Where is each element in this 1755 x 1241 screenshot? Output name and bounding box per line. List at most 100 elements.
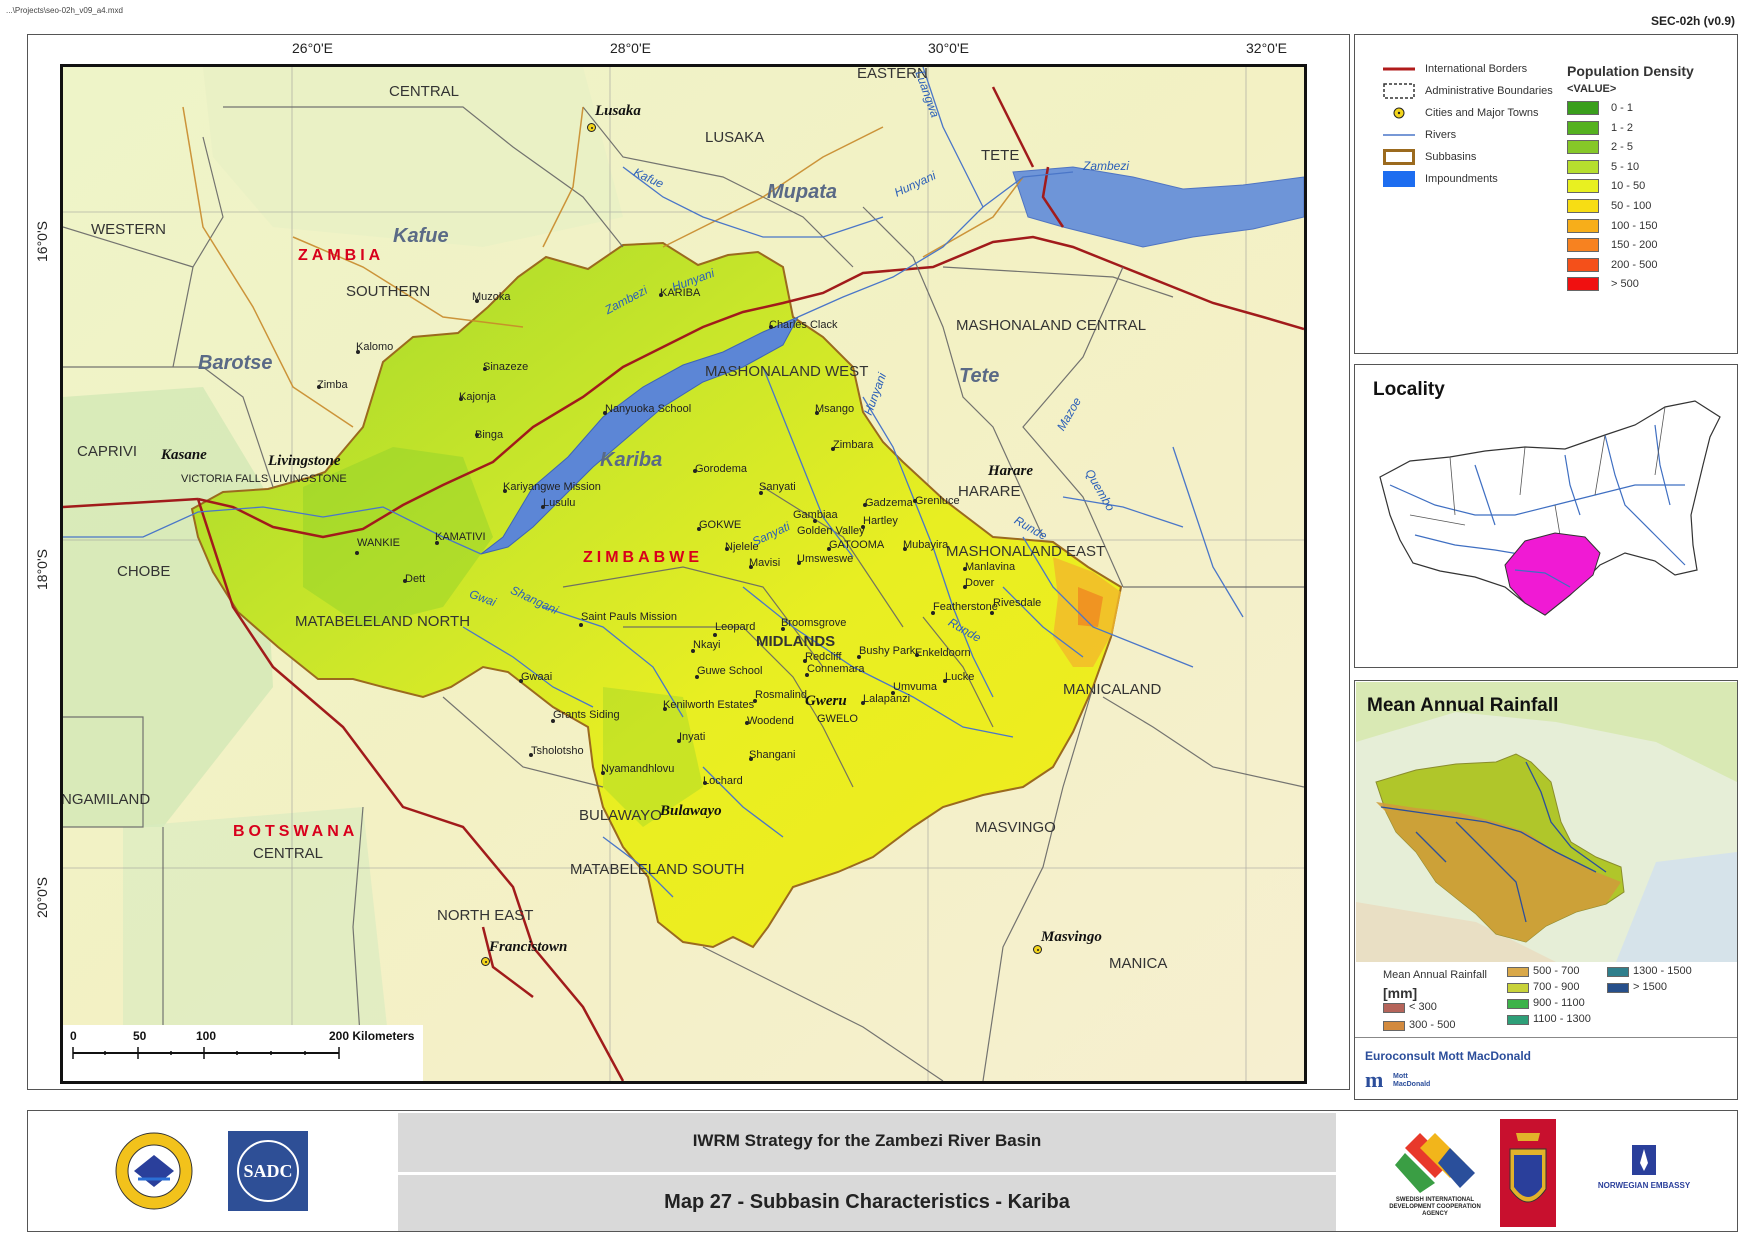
dot-rivesdale <box>990 611 994 615</box>
town-nyamandhlovu: Nyamandhlovu <box>601 763 675 775</box>
scale-label-200: 200 Kilometers <box>329 1029 415 1043</box>
rainfall-legend-unit: [mm] <box>1383 985 1418 1001</box>
population-density-label: 100 - 150 <box>1611 219 1658 232</box>
legend-symbol-towns <box>1393 107 1405 119</box>
town-kariyangwe: Kariyangwe Mission <box>503 481 601 493</box>
dot-msango <box>815 411 819 415</box>
dot-lucke <box>943 679 947 683</box>
region-ngamiland: NGAMILAND <box>61 791 151 808</box>
population-density-title: Population Density <box>1567 63 1694 79</box>
rainfall-swatch <box>1507 1015 1529 1025</box>
town-marker-lusaka <box>587 123 596 132</box>
dot-saint-pauls <box>579 623 583 627</box>
town-charles-clack: Charles Clack <box>769 319 838 331</box>
legend-label-subbasins: Subbasins <box>1425 151 1477 163</box>
rainfall-swatch <box>1607 967 1629 977</box>
dot-lochard <box>703 781 707 785</box>
town-shangani: Shangani <box>749 749 796 761</box>
dot-nkayi <box>691 649 695 653</box>
region-central-zambia: CENTRAL <box>389 83 460 100</box>
sadc-logo: SADC <box>228 1131 308 1211</box>
map-canvas <box>63 67 1304 1081</box>
town-marker-francistown <box>481 957 490 966</box>
population-density-label: 0 - 1 <box>1611 102 1634 114</box>
town-njelele: Njelele <box>725 541 759 553</box>
mott-macdonald-logo: m Mott MacDonald <box>1365 1069 1445 1091</box>
region-mashonaland-central: MASHONALAND CENTRAL <box>956 317 1147 334</box>
dot-grants <box>551 719 555 723</box>
rainfall-divider <box>1355 1037 1737 1038</box>
town-rosmalind: Rosmalind <box>755 689 807 701</box>
legend-symbol-impoundments <box>1383 171 1415 187</box>
population-density-swatch <box>1567 257 1599 272</box>
dot-dett <box>403 579 407 583</box>
rainfall-label: > 1500 <box>1633 981 1667 993</box>
town-redcliff: Redcliff <box>805 651 842 663</box>
legend-label-international-borders: International Borders <box>1425 63 1528 75</box>
town-hartley: Hartley <box>863 515 898 527</box>
rainfall-swatch <box>1507 983 1529 993</box>
river-zambezi-ne: Zambezi <box>1083 159 1130 173</box>
town-gatooma: GATOOMA <box>829 539 885 551</box>
rainfall-label: 900 - 1100 <box>1533 997 1585 1009</box>
rainfall-swatch <box>1607 983 1629 993</box>
dot-guwe <box>695 675 699 679</box>
main-map[interactable]: ZAMBIA ZIMBABWE BOTSWANA Kafue Mupata Ba… <box>60 64 1307 1084</box>
subtitle-band <box>398 1175 1336 1231</box>
region-western: WESTERN <box>91 221 166 238</box>
region-north-east: NORTH EAST <box>437 907 534 924</box>
legend-label-impoundments: Impoundments <box>1425 173 1498 185</box>
rainfall-swatch <box>1507 967 1529 977</box>
town-tsholotsho: Tsholotsho <box>531 745 584 757</box>
population-density-label: 2 - 5 <box>1611 141 1634 154</box>
dot-tsholotsho <box>529 753 533 757</box>
population-density-swatch <box>1567 179 1599 194</box>
region-central-botswana: CENTRAL <box>253 845 324 862</box>
scale-label-50: 50 <box>133 1029 147 1043</box>
scale-label-100: 100 <box>196 1029 217 1043</box>
city-kasane: Kasane <box>161 447 207 463</box>
dot-kenilworth <box>663 707 667 711</box>
locality-map <box>1379 400 1721 616</box>
dot-lusulu <box>541 505 545 509</box>
region-caprivi: CAPRIVI <box>77 443 138 460</box>
region-livingstone: LIVINGSTONE <box>273 473 347 485</box>
region-lusaka: LUSAKA <box>705 129 765 146</box>
locality-panel: Locality <box>1354 364 1738 668</box>
population-density-label: 200 - 500 <box>1611 258 1658 271</box>
population-density-label: 50 - 100 <box>1611 200 1652 212</box>
dot-lalapanzi <box>861 701 865 705</box>
region-eastern: EASTERN <box>857 65 928 82</box>
town-sanyati: Sanyati <box>759 481 796 493</box>
town-gorodema: Gorodema <box>695 463 747 475</box>
region-harare: HARARE <box>958 483 1021 500</box>
town-rivesdale: Rivesdale <box>993 597 1042 609</box>
zra-logo <box>114 1131 194 1211</box>
dot-gadzema <box>863 503 867 507</box>
town-zimba: Zimba <box>317 379 348 391</box>
lon-label-32: 32°0'E <box>1246 40 1287 56</box>
legend-symbol-subbasins <box>1383 149 1415 165</box>
legend-label-rivers: Rivers <box>1425 129 1457 141</box>
dot-zimbara <box>831 447 835 451</box>
town-saint-pauls: Saint Pauls Mission <box>581 611 677 623</box>
town-gambiaa: Gambiaa <box>793 509 838 521</box>
town-muzoka: Muzoka <box>472 291 511 303</box>
dot-umvuma <box>891 691 895 695</box>
town-kalomo: Kalomo <box>356 341 394 353</box>
town-nkayi: Nkayi <box>693 639 721 651</box>
dot-kariba <box>659 293 663 297</box>
population-density-swatch <box>1567 218 1599 233</box>
sadc-logo-text: SADC <box>243 1161 292 1181</box>
region-victoria-falls: VICTORIA FALLS <box>181 473 269 485</box>
region-midlands: MIDLANDS <box>756 633 836 650</box>
town-enkeldoorn: Enkeldoorn <box>915 647 971 659</box>
credit-euroconsult: Euroconsult Mott MacDonald <box>1365 1049 1531 1063</box>
rainfall-swatch <box>1383 1021 1405 1031</box>
lon-label-30: 30°0'E <box>928 40 969 56</box>
lat-label-20: 20°0'S <box>34 877 50 918</box>
dot-manlavina <box>963 567 967 571</box>
rainfall-label: 300 - 500 <box>1409 1019 1456 1031</box>
town-lalapanzi: Lalapanzi <box>863 693 911 705</box>
dot-charles-clack <box>769 325 773 329</box>
